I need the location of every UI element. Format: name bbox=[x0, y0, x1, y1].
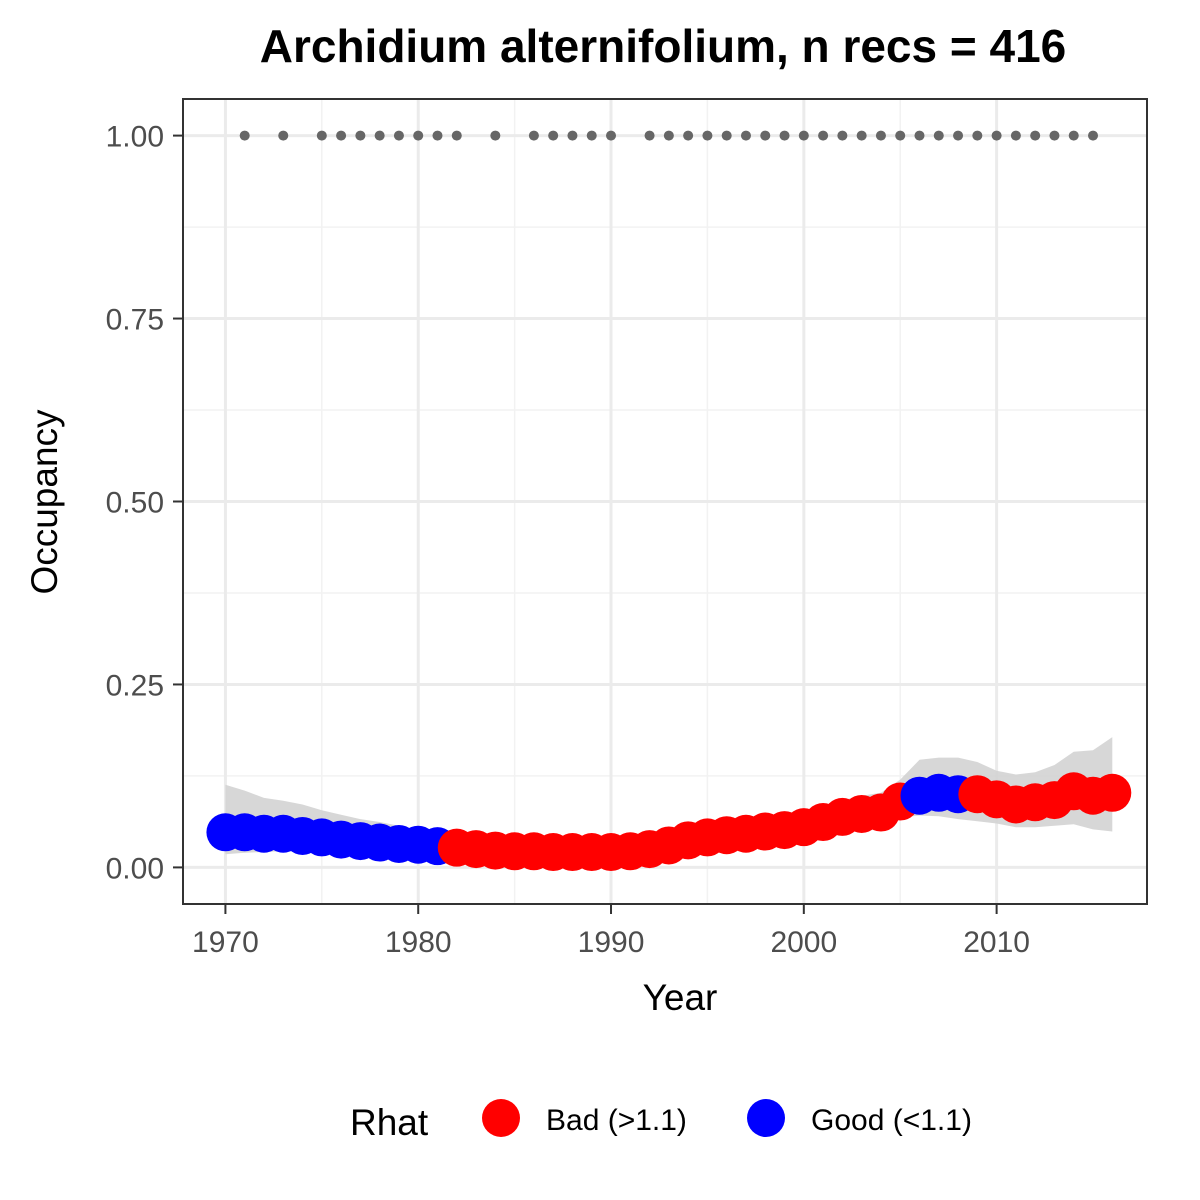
record-point bbox=[374, 130, 385, 141]
y-tick-label: 0.25 bbox=[106, 669, 164, 702]
chart-title: Archidium alternifolium, n recs = 416 bbox=[260, 20, 1067, 72]
legend-key-good bbox=[747, 1099, 785, 1137]
legend-label-good: Good (<1.1) bbox=[811, 1104, 972, 1137]
occupancy-points bbox=[206, 772, 1132, 872]
record-point bbox=[1010, 130, 1021, 141]
legend: Rhat Bad (>1.1) Good (<1.1) bbox=[350, 1099, 972, 1143]
record-point bbox=[567, 130, 578, 141]
record-point bbox=[278, 130, 289, 141]
record-point bbox=[991, 130, 1002, 141]
record-point bbox=[721, 130, 732, 141]
y-axis-title: Occupancy bbox=[24, 409, 65, 595]
record-point bbox=[393, 130, 404, 141]
legend-title: Rhat bbox=[350, 1102, 429, 1143]
x-tick-label: 2000 bbox=[770, 926, 837, 959]
record-point bbox=[1030, 130, 1041, 141]
record-point bbox=[1088, 130, 1099, 141]
record-point bbox=[895, 130, 906, 141]
record-point bbox=[1068, 130, 1079, 141]
record-point bbox=[760, 130, 771, 141]
x-tick-label: 1980 bbox=[385, 926, 452, 959]
record-point bbox=[683, 130, 694, 141]
record-point bbox=[837, 130, 848, 141]
x-axis-ticks: 1970 1980 1990 2000 2010 bbox=[192, 904, 1030, 959]
record-point bbox=[663, 130, 674, 141]
record-point bbox=[1049, 130, 1060, 141]
record-point bbox=[953, 130, 964, 141]
x-tick-label: 1990 bbox=[578, 926, 645, 959]
legend-label-bad: Bad (>1.1) bbox=[546, 1104, 687, 1137]
record-point bbox=[818, 130, 829, 141]
record-point bbox=[914, 130, 925, 141]
record-point bbox=[336, 130, 347, 141]
occupancy-point bbox=[1093, 773, 1132, 812]
record-point bbox=[702, 130, 713, 141]
record-point bbox=[779, 130, 790, 141]
y-tick-label: 0.75 bbox=[106, 304, 164, 337]
record-point bbox=[528, 130, 539, 141]
record-point bbox=[239, 130, 250, 141]
x-tick-label: 1970 bbox=[192, 926, 259, 959]
record-point bbox=[413, 130, 424, 141]
record-point bbox=[933, 130, 944, 141]
record-point bbox=[451, 130, 462, 141]
record-points bbox=[239, 130, 1099, 141]
record-point bbox=[606, 130, 617, 141]
record-point bbox=[548, 130, 559, 141]
x-tick-label: 2010 bbox=[963, 926, 1030, 959]
record-point bbox=[644, 130, 655, 141]
record-point bbox=[798, 130, 809, 141]
record-point bbox=[972, 130, 983, 141]
legend-key-bad bbox=[482, 1099, 520, 1137]
record-point bbox=[875, 130, 886, 141]
record-point bbox=[432, 130, 443, 141]
record-point bbox=[355, 130, 366, 141]
y-tick-label: 1.00 bbox=[106, 121, 164, 154]
record-point bbox=[856, 130, 867, 141]
y-tick-label: 0.00 bbox=[106, 852, 164, 885]
x-axis-title: Year bbox=[643, 977, 718, 1018]
record-point bbox=[586, 130, 597, 141]
y-axis-ticks: 0.00 0.25 0.50 0.75 1.00 bbox=[106, 121, 183, 885]
record-point bbox=[490, 130, 501, 141]
record-point bbox=[740, 130, 751, 141]
record-point bbox=[316, 130, 327, 141]
y-tick-label: 0.50 bbox=[106, 487, 164, 520]
